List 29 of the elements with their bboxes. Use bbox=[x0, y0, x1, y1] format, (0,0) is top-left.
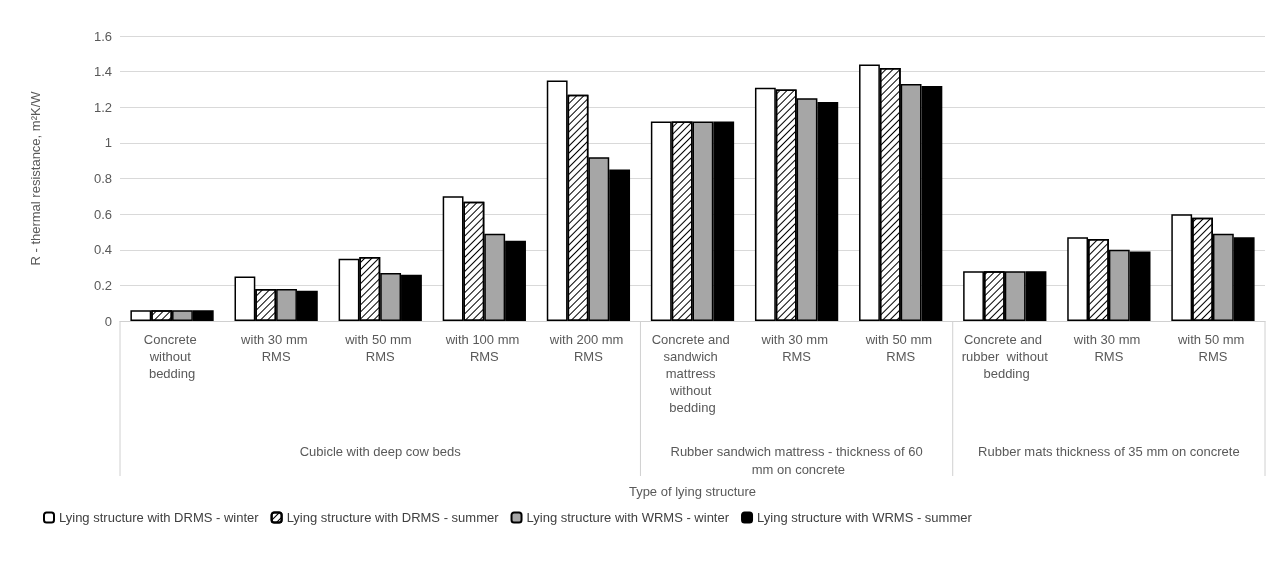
text: Rubber sandwich mattress - thickness of 60 mm on concrete bbox=[670, 443, 923, 477]
y-tick-label: 0.2 bbox=[93, 277, 112, 293]
x-tick-label: Concrete without bedding bbox=[143, 332, 201, 381]
text: Cubicle with deep cow beds bbox=[299, 443, 462, 459]
text: Type of lying structure bbox=[628, 484, 757, 499]
x-tick-label: with 200 mm RMS bbox=[548, 332, 628, 364]
x-tick-label: with 50 mm RMS bbox=[344, 332, 416, 364]
x-tick-label: with 30 mm RMS bbox=[760, 332, 832, 364]
y-tick-label: 0.4 bbox=[93, 242, 112, 258]
y-tick-label: 1.2 bbox=[93, 99, 112, 115]
y-tick-label: 1 bbox=[104, 135, 112, 151]
x-tick-label: Concrete and sandwich mattress without bedding bbox=[651, 332, 734, 415]
text: Rubber mats thickness of 35 mm on concrete bbox=[978, 443, 1240, 459]
y-tick-label: 1.4 bbox=[93, 64, 112, 80]
legend-label: Lying structure with DRMS - winter bbox=[59, 510, 260, 525]
legend-label: Lying structure with WRMS - winter bbox=[526, 510, 730, 525]
legend-label: Lying structure with WRMS - summer bbox=[757, 510, 973, 525]
x-tick-label: with 50 mm RMS bbox=[1176, 332, 1248, 364]
y-tick-label: 0.6 bbox=[93, 206, 112, 222]
x-tick-label: with 100 mm RMS bbox=[444, 332, 523, 364]
legend-label: Lying structure with DRMS - summer bbox=[286, 510, 500, 525]
x-tick-label: with 30 mm RMS bbox=[1072, 332, 1144, 364]
x-tick-label: Concrete and rubber without bedding bbox=[961, 332, 1049, 381]
x-tick-label: with 30 mm RMS bbox=[240, 332, 312, 364]
y-tick-label: 1.6 bbox=[93, 28, 112, 44]
y-tick-label: 0 bbox=[104, 313, 112, 329]
x-tick-label: with 50 mm RMS bbox=[864, 332, 936, 364]
y-tick-label: 0.8 bbox=[93, 171, 112, 186]
y-axis-title: R - thermal resistance, m²K/W bbox=[28, 90, 43, 266]
